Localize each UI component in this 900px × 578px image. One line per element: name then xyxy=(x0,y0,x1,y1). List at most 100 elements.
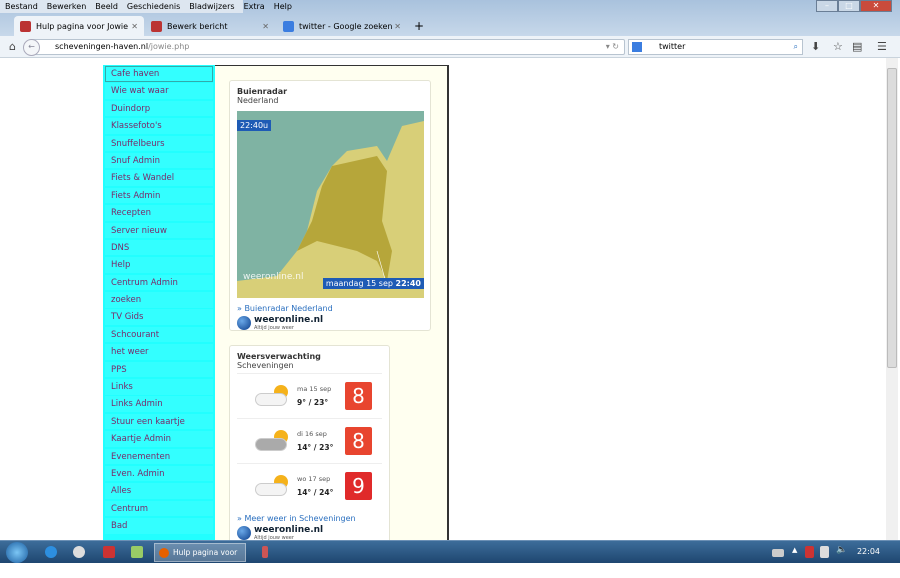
radar-time-badge: 22:40u xyxy=(237,120,272,131)
navigation-bar: ⌂ ← scheveningen-haven.nl/jowie.php ▾ ↻ … xyxy=(0,36,900,58)
close-tab-icon[interactable]: ✕ xyxy=(394,21,401,31)
menu-link[interactable]: Duindorp xyxy=(105,100,213,117)
weeronline-logo[interactable]: weeronline.nl Altijd jouw weer xyxy=(237,315,423,331)
back-icon[interactable]: ← xyxy=(23,39,40,56)
clock[interactable]: 22:04 xyxy=(856,547,880,556)
menu-link[interactable]: Fiets & Wandel xyxy=(105,170,213,186)
menu-link[interactable]: Stuur een kaartje xyxy=(105,413,213,430)
reload-icon[interactable]: ▾ ↻ xyxy=(605,42,619,51)
menu-link[interactable]: Klassefoto's xyxy=(105,118,213,134)
logo-tagline: Altijd jouw weer xyxy=(254,325,294,331)
internet-explorer-icon[interactable] xyxy=(45,546,57,558)
weather-score-badge: 8 xyxy=(345,382,372,410)
menu-link[interactable]: Alles xyxy=(105,483,213,499)
weeronline-logo[interactable]: weeronline.nl Altijd jouw weer xyxy=(237,525,382,541)
show-hidden-icons[interactable]: ▲ xyxy=(792,546,798,554)
menu-link[interactable]: Even. Admin xyxy=(105,465,213,482)
keyboard-icon[interactable] xyxy=(772,549,784,557)
hamburger-menu-icon[interactable]: ☰ xyxy=(877,40,887,53)
app-icon[interactable] xyxy=(131,546,143,558)
start-button[interactable] xyxy=(6,542,28,563)
vertical-scrollbar[interactable] xyxy=(886,58,898,540)
link-label: Meer weer in Scheveningen xyxy=(244,514,356,523)
download-icon[interactable]: ⬇ xyxy=(811,40,821,53)
radar-map[interactable]: 22:40u weeronline.nl maandag 15 sep 22:4… xyxy=(237,111,424,298)
content-area: Buienradar Nederland 22:40u weeronline.n… xyxy=(215,65,449,545)
tab-hulp-pagina[interactable]: Hulp pagina voor Jowie ✕ xyxy=(14,16,144,36)
radar-date: maandag 15 sep xyxy=(325,279,393,288)
menu-link[interactable]: Snuf Admin xyxy=(105,152,213,169)
volume-icon[interactable]: 🔈 xyxy=(836,545,848,555)
menu-link[interactable]: DNS xyxy=(105,239,213,256)
close-tab-icon[interactable]: ✕ xyxy=(262,21,269,31)
menu-beeld[interactable]: Beeld xyxy=(95,2,118,11)
menu-link[interactable]: Centrum xyxy=(105,500,213,517)
menu-link[interactable]: Links xyxy=(105,379,213,395)
rose-favicon-icon xyxy=(20,20,31,32)
minimize-button[interactable]: – xyxy=(816,0,838,12)
menu-bladwijzers[interactable]: Bladwijzers xyxy=(189,2,235,11)
menu-link[interactable]: Recepten xyxy=(105,205,213,221)
menu-link[interactable]: Schcourant xyxy=(105,326,213,343)
tab-twitter-google[interactable]: twitter - Google zoeken ✕ xyxy=(277,16,407,36)
menu-link[interactable]: Kaartje Admin xyxy=(105,431,213,447)
menu-link[interactable]: TV Gids xyxy=(105,309,213,325)
menu-extra[interactable]: Extra xyxy=(243,2,265,11)
menu-link[interactable]: Snuffelbeurs xyxy=(105,135,213,152)
menu-link[interactable]: Server nieuw xyxy=(105,222,213,239)
weeronline-globe-icon xyxy=(237,316,251,330)
forecast-temp: 9° / 23° xyxy=(297,398,329,407)
search-value: twitter xyxy=(659,42,686,51)
menu-geschiedenis[interactable]: Geschiedenis xyxy=(126,2,181,11)
buienradar-link[interactable]: » Buienradar Nederland xyxy=(237,304,333,313)
search-icon[interactable]: ⌕ xyxy=(793,42,798,51)
forecast-title: Weersverwachting xyxy=(237,352,321,361)
forecast-day: wo 17 sep 14° / 24° 9 xyxy=(237,463,382,508)
menu-link[interactable]: PPS xyxy=(105,361,213,378)
taskbar-firefox-task[interactable]: Hulp pagina voor Jo... xyxy=(154,543,246,574)
logo-name: weeronline.nl xyxy=(254,315,324,325)
menu-help[interactable]: Help xyxy=(273,2,292,11)
url-bar[interactable]: ← scheveningen-haven.nl/jowie.php ▾ ↻ xyxy=(23,39,625,56)
network-icon[interactable] xyxy=(820,546,829,558)
firefox-icon xyxy=(159,548,169,558)
menu-bestand[interactable]: Bestand xyxy=(5,2,38,11)
new-tab-button[interactable]: + xyxy=(414,19,425,33)
menu-link[interactable]: zoeken xyxy=(105,292,213,308)
forecast-day: di 16 sep 14° / 23° 8 xyxy=(237,418,382,463)
radar-subtitle: Nederland xyxy=(237,96,279,105)
google-engine-icon[interactable] xyxy=(632,42,642,52)
scrollbar-thumb[interactable] xyxy=(887,68,897,368)
menu-link[interactable]: Cafe haven xyxy=(105,66,213,82)
weeronline-watermark: weeronline.nl xyxy=(243,272,304,282)
menu-link[interactable]: Evenementen xyxy=(105,448,213,465)
menu-link[interactable]: Centrum Admin xyxy=(105,274,213,291)
link-label: Buienradar Nederland xyxy=(244,304,333,313)
tab-bewerk-bericht[interactable]: Bewerk bericht ✕ xyxy=(145,16,275,36)
menu-link[interactable]: Wie wat waar xyxy=(105,83,213,99)
maximize-button[interactable]: □ xyxy=(838,0,860,12)
app-icon[interactable] xyxy=(262,546,268,558)
menu-link[interactable]: Links Admin xyxy=(105,396,213,412)
radar-title: Buienradar xyxy=(237,87,288,96)
bookmarks-list-icon[interactable]: ▤ xyxy=(852,40,863,53)
app-icon[interactable] xyxy=(73,546,85,558)
meer-weer-link[interactable]: » Meer weer in Scheveningen xyxy=(237,514,356,523)
weather-score-badge: 8 xyxy=(345,427,372,455)
app-icon[interactable] xyxy=(103,546,115,558)
menu-link[interactable]: Help xyxy=(105,257,213,273)
sun-behind-cloud-icon xyxy=(237,471,297,501)
action-center-icon[interactable] xyxy=(805,546,814,558)
bookmark-star-icon[interactable]: ☆ xyxy=(833,40,843,53)
menu-link[interactable]: het weer xyxy=(105,344,213,360)
home-icon[interactable]: ⌂ xyxy=(9,40,16,53)
url-path: /jowie.php xyxy=(148,42,190,51)
close-tab-icon[interactable]: ✕ xyxy=(131,21,138,31)
search-input[interactable]: twitter ⌕ xyxy=(628,39,803,55)
close-window-button[interactable]: ✕ xyxy=(860,0,892,12)
windows-taskbar: Hulp pagina voor Jo... ▲ 🔈 22:04 xyxy=(0,540,900,574)
menu-link[interactable]: Fiets Admin xyxy=(105,187,213,204)
menu-link[interactable]: Bad xyxy=(105,518,213,534)
tab-label: twitter - Google zoeken xyxy=(299,21,393,31)
menu-bewerken[interactable]: Bewerken xyxy=(46,2,87,11)
